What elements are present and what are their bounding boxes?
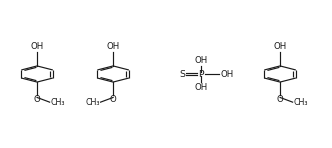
Text: OH: OH [194, 83, 208, 92]
Text: P: P [198, 70, 204, 78]
Text: O: O [110, 95, 117, 104]
Text: OH: OH [220, 70, 233, 78]
Text: S: S [180, 70, 186, 78]
Text: O: O [277, 95, 284, 104]
Text: OH: OH [107, 42, 120, 51]
Text: OH: OH [31, 42, 44, 51]
Text: CH₃: CH₃ [50, 98, 65, 107]
Text: OH: OH [274, 42, 287, 51]
Text: OH: OH [194, 56, 208, 65]
Text: CH₃: CH₃ [85, 98, 100, 107]
Text: O: O [34, 95, 41, 104]
Text: CH₃: CH₃ [293, 98, 308, 107]
